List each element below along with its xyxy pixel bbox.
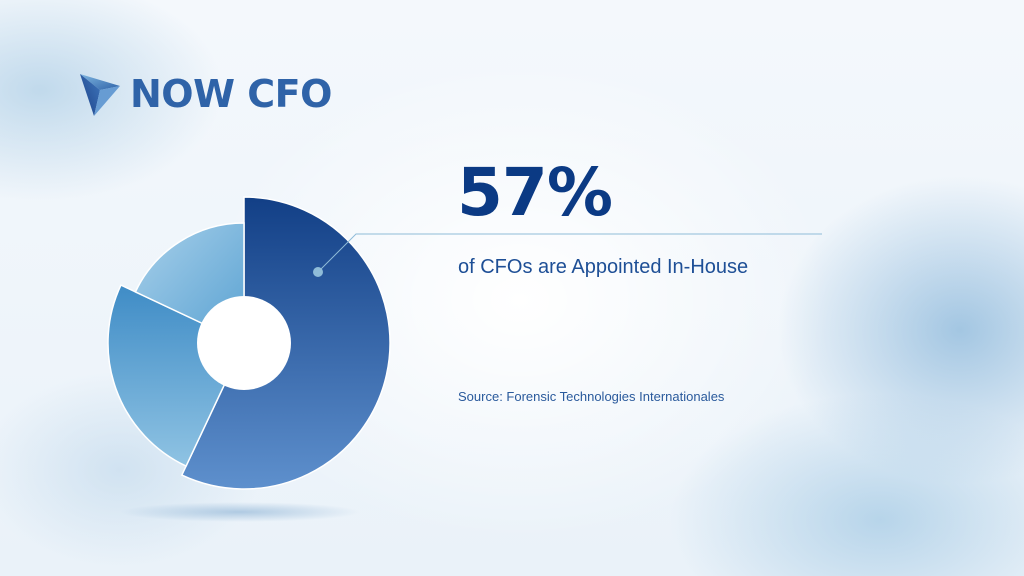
- source-note: Source: Forensic Technologies Internatio…: [458, 389, 725, 404]
- headline-caption: of CFOs are Appointed In-House: [458, 256, 749, 278]
- headline-percent: 57%: [457, 154, 613, 231]
- brand-name: NOW CFO: [130, 72, 332, 116]
- donut-hole: [197, 296, 291, 390]
- brand-logo: NOW CFO: [78, 70, 332, 118]
- leader-line: [317, 233, 822, 273]
- leader-dot: [313, 267, 323, 277]
- chart-shadow: [120, 502, 360, 522]
- now-cfo-arrow-icon: [80, 74, 120, 116]
